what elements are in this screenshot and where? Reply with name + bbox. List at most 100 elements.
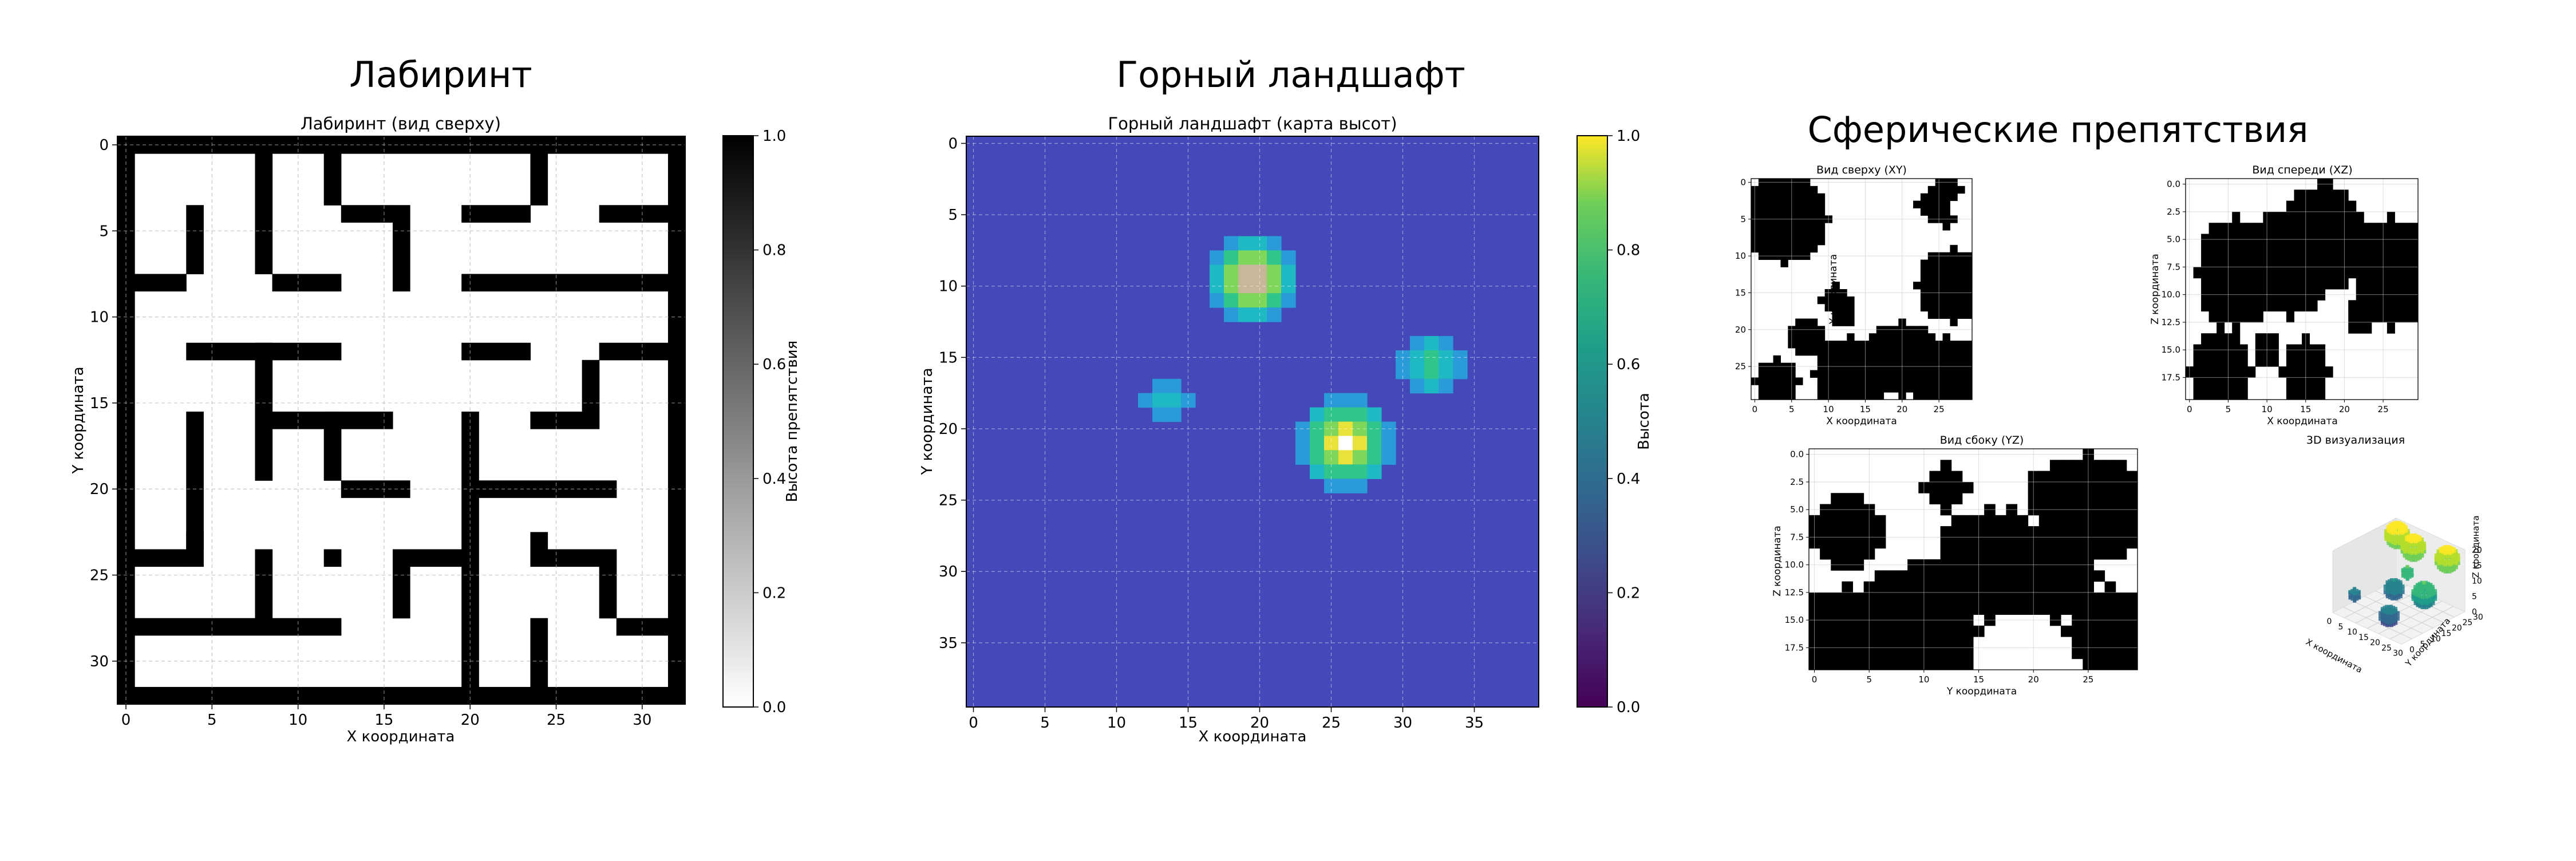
3d-voxel bbox=[2393, 535, 2397, 539]
view-cell bbox=[2286, 223, 2294, 234]
3d-voxel bbox=[2357, 590, 2361, 594]
3d-voxel bbox=[2448, 563, 2452, 567]
3d-voxel bbox=[2400, 544, 2404, 548]
3d-voxel bbox=[2404, 532, 2408, 536]
view-cell bbox=[1874, 592, 1886, 604]
view-cell bbox=[1854, 385, 1862, 393]
view-cell bbox=[1950, 370, 1958, 378]
view-cell bbox=[2017, 548, 2029, 560]
mountain-cell bbox=[1310, 407, 1325, 422]
view-x-tick-label: 15 bbox=[1973, 674, 1984, 685]
view-cell bbox=[2309, 189, 2318, 202]
3d-voxel bbox=[2379, 614, 2383, 618]
view-cell bbox=[2093, 647, 2105, 659]
view-cell bbox=[2208, 244, 2217, 256]
view-cell bbox=[1951, 603, 1963, 615]
3d-voxel bbox=[2437, 553, 2441, 557]
3d-voxel bbox=[2396, 581, 2400, 585]
view-cell bbox=[1809, 341, 1818, 349]
view-cell bbox=[1817, 296, 1826, 305]
view-cell bbox=[2049, 570, 2061, 582]
view-cell bbox=[1803, 341, 1811, 349]
maze-wall bbox=[461, 342, 531, 361]
view-cell bbox=[1885, 603, 1897, 615]
view-cell bbox=[1897, 581, 1908, 593]
3d-view-x-label: X координата bbox=[2304, 637, 2364, 675]
view-cell bbox=[1817, 385, 1826, 393]
mountain-x-ticks: 0 5 10 15 20 25 30 35 bbox=[969, 707, 1484, 732]
view-cell bbox=[1832, 282, 1840, 290]
view-cell bbox=[2217, 256, 2225, 267]
3d-voxel bbox=[2405, 555, 2409, 559]
view-cell bbox=[1780, 200, 1788, 208]
mountain-cell bbox=[1424, 350, 1439, 365]
3d-voxel bbox=[2385, 580, 2389, 584]
view-cell bbox=[2049, 592, 2061, 604]
view-cell bbox=[1839, 303, 1847, 312]
view-cell bbox=[2072, 526, 2083, 538]
3d-voxel bbox=[2423, 594, 2427, 598]
view-cell bbox=[1913, 341, 1921, 349]
3d-voxel bbox=[2420, 554, 2424, 558]
view-cell bbox=[2247, 244, 2256, 256]
view-cell bbox=[1758, 370, 1767, 378]
view-cell bbox=[2286, 377, 2294, 389]
view-cell bbox=[1765, 193, 1774, 202]
view-cell bbox=[1913, 333, 1921, 341]
view-cell bbox=[2333, 267, 2341, 279]
3d-voxel bbox=[2418, 543, 2422, 547]
mountain-cell bbox=[1324, 436, 1339, 451]
3d-voxel bbox=[2431, 587, 2435, 591]
mountain-colorbar-tick-label: 0.2 bbox=[1617, 584, 1640, 602]
view-y-tick-label: 17.5 bbox=[2162, 372, 2180, 382]
view-cell bbox=[2294, 256, 2302, 267]
view-cell bbox=[2317, 189, 2326, 202]
view-cell bbox=[2371, 256, 2380, 267]
view-cell bbox=[1780, 223, 1788, 231]
mountain-cell bbox=[1338, 436, 1353, 451]
view-cell bbox=[1929, 570, 1941, 582]
view-cell bbox=[1984, 592, 1996, 604]
view-cell bbox=[2348, 322, 2357, 334]
3d-voxel bbox=[2384, 531, 2388, 535]
view-cell bbox=[2104, 515, 2116, 527]
mountain-cell bbox=[1267, 307, 1282, 322]
mountain-background bbox=[966, 136, 1539, 707]
view-y-tick-label: 2.5 bbox=[2167, 207, 2180, 217]
view-cell bbox=[2038, 592, 2050, 604]
view-cell bbox=[2061, 515, 2072, 527]
mountain-cell bbox=[1410, 335, 1425, 351]
view-y-tick-label: 7.5 bbox=[2167, 262, 2180, 272]
view-cell bbox=[1847, 392, 1855, 400]
maze-x-tick-label: 10 bbox=[289, 712, 307, 729]
view-cell bbox=[2115, 515, 2127, 527]
view-y-tick-label: 15 bbox=[1735, 287, 1746, 298]
mountain-axes-frame bbox=[966, 136, 1539, 708]
view-cell bbox=[1984, 570, 1996, 582]
3d-voxel bbox=[2437, 556, 2441, 560]
view-cell bbox=[1920, 200, 1929, 208]
view-cell bbox=[2017, 581, 2029, 593]
mountain-cells bbox=[966, 136, 1539, 707]
view-cell bbox=[2364, 278, 2372, 290]
view-cell bbox=[1817, 208, 1826, 216]
3d-voxel bbox=[2439, 560, 2443, 564]
3d-voxel bbox=[2399, 582, 2403, 586]
3d-voxel bbox=[2396, 540, 2400, 544]
3d-voxel bbox=[2395, 524, 2399, 528]
view-cell bbox=[1832, 347, 1840, 356]
view-cell bbox=[2217, 322, 2225, 334]
view-cell bbox=[2333, 223, 2341, 234]
view-cell bbox=[2309, 200, 2318, 212]
3d-voxel bbox=[2394, 580, 2398, 584]
view-cell bbox=[2286, 267, 2294, 279]
maze-wall bbox=[461, 205, 531, 223]
mountain-cell bbox=[1324, 421, 1339, 437]
3d-voxel bbox=[2416, 553, 2420, 557]
view-cell bbox=[1920, 296, 1929, 305]
view-cell bbox=[1927, 311, 1936, 319]
3d-voxel bbox=[2416, 597, 2420, 601]
view-cell bbox=[2309, 256, 2318, 267]
view-cell bbox=[1803, 318, 1811, 326]
view-cell bbox=[1965, 355, 1973, 364]
